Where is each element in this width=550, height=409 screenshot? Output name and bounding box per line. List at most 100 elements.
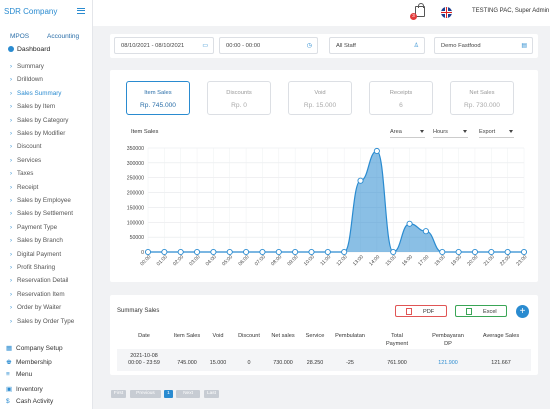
shopping-bag-icon[interactable] bbox=[415, 3, 425, 17]
x-tick-label: 13:00 bbox=[352, 254, 365, 267]
x-tick-label: 03:00 bbox=[188, 254, 201, 267]
data-point bbox=[193, 248, 201, 256]
sidebar-item-sales-by-settlement[interactable]: › Sales by Settlement bbox=[10, 210, 73, 217]
card-item-sales[interactable]: Item Sales Rp. 745.000 bbox=[126, 81, 190, 115]
page-first-button[interactable]: First bbox=[111, 390, 126, 398]
sidebar-item-sales-by-category[interactable]: › Sales by Category bbox=[10, 117, 68, 124]
sidebar-item-digital-payment[interactable]: › Digital Payment bbox=[10, 251, 61, 258]
nav-membership[interactable]: ♚ Membership bbox=[6, 358, 52, 366]
sidebar-item-sales-by-item[interactable]: › Sales by Item bbox=[10, 103, 55, 110]
page-last-button[interactable]: Last bbox=[204, 390, 219, 398]
nav-company-setup[interactable]: ▦ Company Setup bbox=[6, 344, 63, 352]
sidebar-item-sales-summary[interactable]: › Sales Summary bbox=[10, 90, 61, 97]
dashboard-icon bbox=[8, 46, 14, 52]
sidebar-item-reservation-detail[interactable]: › Reservation Detail bbox=[10, 277, 68, 284]
chevron-right-icon: › bbox=[10, 318, 12, 325]
x-tick-label: 10:00 bbox=[303, 254, 316, 267]
data-point bbox=[422, 228, 429, 235]
nav-dashboard[interactable]: Dashboard bbox=[8, 46, 50, 53]
data-point bbox=[243, 248, 250, 256]
export-excel-button[interactable]: Excel bbox=[455, 305, 507, 317]
chart-type-dropdown[interactable]: Area bbox=[390, 129, 425, 138]
page-1-button[interactable]: 1 bbox=[164, 390, 173, 398]
sidebar-item-reservation-item[interactable]: › Reservation Item bbox=[10, 291, 65, 298]
sidebar-item-label: Discount bbox=[17, 143, 42, 151]
calendar-icon: ▭ bbox=[202, 43, 208, 49]
x-tick-label: 09:00 bbox=[286, 254, 299, 267]
table-cell[interactable]: 121.900 bbox=[438, 360, 458, 366]
outlet-select[interactable]: Demo Fastfood ▤ bbox=[434, 37, 533, 54]
clock-icon: ◷ bbox=[306, 43, 312, 49]
chart-title: Item Sales bbox=[131, 129, 159, 135]
y-tick-label: 250000 bbox=[127, 176, 144, 182]
sidebar-item-taxes[interactable]: › Taxes bbox=[10, 170, 33, 177]
export-dropdown[interactable]: Export bbox=[479, 129, 514, 138]
data-point bbox=[259, 248, 266, 256]
tab-accounting[interactable]: Accounting bbox=[47, 33, 80, 40]
excel-file-icon bbox=[466, 308, 472, 315]
sidebar-item-drilldown[interactable]: › Drilldown bbox=[10, 76, 43, 83]
sidebar-item-summary[interactable]: › Summary bbox=[10, 63, 44, 70]
sidebar-item-discount[interactable]: › Discount bbox=[10, 143, 42, 150]
page-previous-button[interactable]: Previous bbox=[130, 390, 161, 398]
sidebar-item-label: Sales Summary bbox=[17, 89, 62, 97]
sidebar-item-sales-by-employee[interactable]: › Sales by Employee bbox=[10, 197, 71, 204]
notification-badge: 3 bbox=[410, 13, 417, 20]
nav-inventory[interactable]: ▣ Inventory bbox=[6, 385, 43, 393]
card-net-sales[interactable]: Net Sales Rp. 730.000 bbox=[450, 81, 514, 115]
card-value: Rp. 730.000 bbox=[464, 102, 500, 109]
table-cell: 730.000 bbox=[273, 360, 293, 366]
sidebar-item-receipt[interactable]: › Receipt bbox=[10, 184, 38, 191]
interval-dropdown[interactable]: Hours bbox=[433, 129, 468, 138]
sidebar-item-sales-by-modifier[interactable]: › Sales by Modifier bbox=[10, 130, 65, 137]
column-header: Void bbox=[212, 333, 224, 339]
sidebar-item-label: Receipt bbox=[17, 183, 39, 191]
sidebar-item-label: Reservation Detail bbox=[17, 277, 69, 285]
nav-label: Membership bbox=[16, 358, 52, 366]
table-cell: 761.900 bbox=[387, 360, 407, 366]
sidebar-item-profit-sharing[interactable]: › Profit Sharing bbox=[10, 264, 55, 271]
chevron-down-icon bbox=[463, 130, 467, 133]
column-header: Total Payment bbox=[385, 333, 409, 347]
nav-menu[interactable]: ≡ Menu bbox=[6, 371, 32, 378]
users-icon: ♚ bbox=[6, 358, 12, 366]
card-discounts[interactable]: Discounts Rp. 0 bbox=[207, 81, 271, 115]
sidebar-item-payment-type[interactable]: › Payment Type bbox=[10, 224, 57, 231]
card-receipts[interactable]: Receipts 6 bbox=[369, 81, 433, 115]
card-value: Rp. 15.000 bbox=[303, 102, 337, 109]
add-button[interactable]: + bbox=[516, 305, 529, 318]
data-point bbox=[161, 248, 168, 256]
sales-chart-panel: Item Sales Rp. 745.000 Discounts Rp. 0 Void R… bbox=[110, 70, 538, 282]
summary-title: Summary Sales bbox=[117, 308, 160, 314]
sidebar-item-order-by-waiter[interactable]: › Order by Waiter bbox=[10, 304, 61, 311]
chevron-right-icon: › bbox=[10, 104, 12, 111]
card-label: Item Sales bbox=[144, 90, 172, 96]
sidebar-item-sales-by-branch[interactable]: › Sales by Branch bbox=[10, 237, 63, 244]
date-range-picker[interactable]: 08/10/2021 - 08/10/2021 ▭ bbox=[114, 37, 214, 54]
user-name[interactable]: TESTING PAC, Super Admin bbox=[472, 8, 550, 14]
inventory-icon: ▣ bbox=[6, 385, 13, 393]
x-tick-label: 19:00 bbox=[450, 254, 463, 267]
time-range-picker[interactable]: 00:00 - 00:00 ◷ bbox=[219, 37, 318, 54]
y-tick-label: 50000 bbox=[130, 235, 145, 241]
column-header: Item Sales bbox=[173, 333, 201, 339]
staff-select[interactable]: All Staff ♙ bbox=[329, 37, 425, 54]
hamburger-menu-icon[interactable] bbox=[77, 6, 85, 14]
card-void[interactable]: Void Rp. 15.000 bbox=[288, 81, 352, 115]
page-next-button[interactable]: Next bbox=[176, 390, 200, 398]
column-header: Pembulatan bbox=[335, 333, 365, 339]
sidebar-item-label: Sales by Settlement bbox=[17, 210, 74, 218]
tab-mpos[interactable]: MPOS bbox=[10, 33, 30, 40]
export-pdf-button[interactable]: PDF bbox=[395, 305, 447, 317]
card-value: 6 bbox=[399, 102, 403, 109]
table-cell: 2021-10-08 00:00 - 23:59 bbox=[128, 353, 160, 366]
chevron-right-icon: › bbox=[10, 157, 12, 164]
sidebar-item-label: Sales by Item bbox=[17, 103, 56, 111]
brand-title[interactable]: SDR Company bbox=[4, 7, 58, 16]
sidebar-item-services[interactable]: › Services bbox=[10, 157, 41, 164]
nav-cash-activity[interactable]: $ Cash Activity bbox=[6, 398, 53, 405]
sidebar-item-sales-by-order-type[interactable]: › Sales by Order Type bbox=[10, 318, 74, 325]
uk-flag-icon[interactable] bbox=[441, 7, 452, 18]
x-tick-label: 12:00 bbox=[335, 254, 348, 267]
chevron-down-icon bbox=[420, 130, 424, 133]
